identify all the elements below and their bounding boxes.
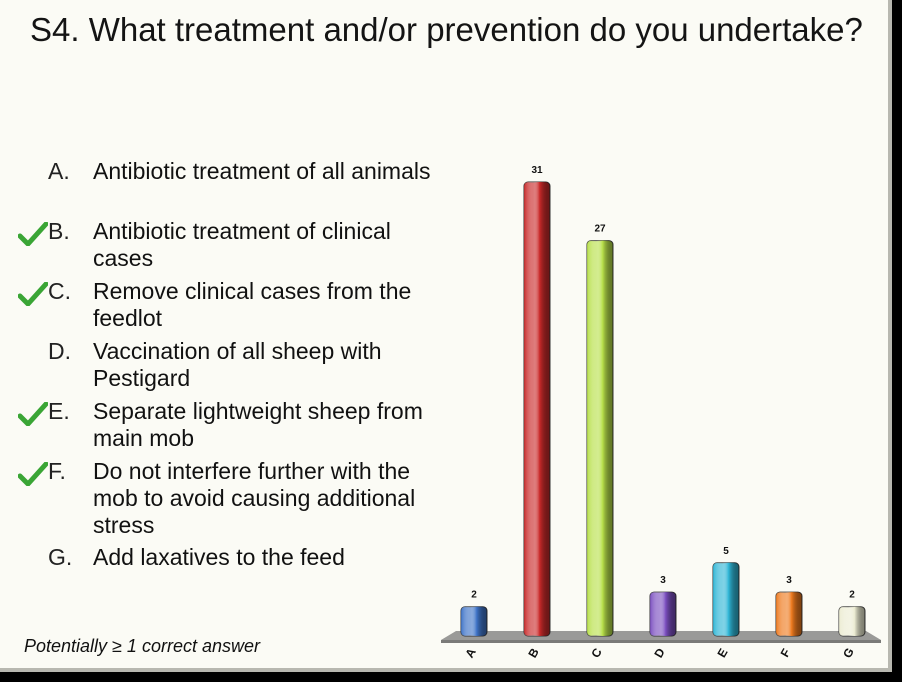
value-label-C: 27 bbox=[594, 224, 606, 235]
option-text: Separate lightweight sheep from main mob bbox=[93, 398, 423, 451]
slide: S4. What treatment and/or prevention do … bbox=[0, 0, 892, 672]
option-a: A. Antibiotic treatment of all animals bbox=[18, 158, 438, 218]
option-letter: F. bbox=[48, 458, 66, 484]
option-text: Do not interfere further with the mob to… bbox=[93, 458, 416, 538]
option-c: C. Remove clinical cases from the feedlo… bbox=[18, 278, 438, 338]
option-letter: A. bbox=[48, 158, 70, 184]
answer-options: A. Antibiotic treatment of all animals B… bbox=[18, 158, 438, 584]
checkmark-icon bbox=[18, 222, 48, 246]
category-label-A: A bbox=[462, 645, 479, 660]
option-b: B. Antibiotic treatment of clinical case… bbox=[18, 218, 438, 278]
bar-shade-A bbox=[461, 606, 487, 636]
option-letter: E. bbox=[48, 398, 70, 424]
option-e: E. Separate lightweight sheep from main … bbox=[18, 398, 438, 458]
option-letter: B. bbox=[48, 218, 70, 244]
chart-floor-edge bbox=[441, 640, 881, 643]
option-letter: G. bbox=[48, 544, 73, 570]
option-letter: C. bbox=[48, 278, 71, 304]
value-label-D: 3 bbox=[660, 575, 666, 586]
bar-shade-E bbox=[713, 562, 739, 636]
option-text: Antibiotic treatment of all animals bbox=[93, 158, 431, 184]
category-label-F: F bbox=[778, 646, 794, 659]
value-label-E: 5 bbox=[723, 546, 729, 557]
value-label-F: 3 bbox=[786, 575, 792, 586]
bar-shade-D bbox=[650, 592, 676, 636]
checkmark-icon bbox=[18, 462, 48, 486]
value-label-B: 31 bbox=[531, 165, 543, 176]
category-label-G: G bbox=[840, 645, 857, 660]
footnote: Potentially ≥ 1 correct answer bbox=[24, 636, 260, 656]
bar-shade-G bbox=[839, 606, 865, 636]
option-g: G. Add laxatives to the feed bbox=[18, 544, 438, 584]
option-d: D. Vaccination of all sheep with Pestiga… bbox=[18, 338, 438, 398]
slide-title: S4. What treatment and/or prevention do … bbox=[30, 11, 863, 48]
category-label-B: B bbox=[525, 645, 542, 660]
category-label-C: C bbox=[588, 645, 605, 660]
bar-shade-B bbox=[524, 182, 550, 636]
category-label-E: E bbox=[714, 646, 730, 660]
value-label-A: 2 bbox=[471, 590, 477, 601]
option-text: Remove clinical cases from the feedlot bbox=[93, 278, 412, 331]
results-bar-chart: 2 A 31 B 27 C 3 D 5 E 3 F 2 G bbox=[441, 165, 881, 661]
value-label-G: 2 bbox=[849, 590, 855, 601]
option-f: F. Do not interfere further with the mob… bbox=[18, 458, 438, 544]
checkmark-icon bbox=[18, 402, 48, 426]
option-text: Antibiotic treatment of clinical cases bbox=[93, 218, 391, 271]
option-letter: D. bbox=[48, 338, 71, 364]
bar-shade-C bbox=[587, 240, 613, 637]
checkmark-icon bbox=[18, 282, 48, 306]
category-label-D: D bbox=[651, 645, 668, 660]
option-text: Vaccination of all sheep with Pestigard bbox=[93, 338, 382, 391]
bar-shade-F bbox=[776, 592, 802, 636]
option-text: Add laxatives to the feed bbox=[93, 544, 345, 570]
